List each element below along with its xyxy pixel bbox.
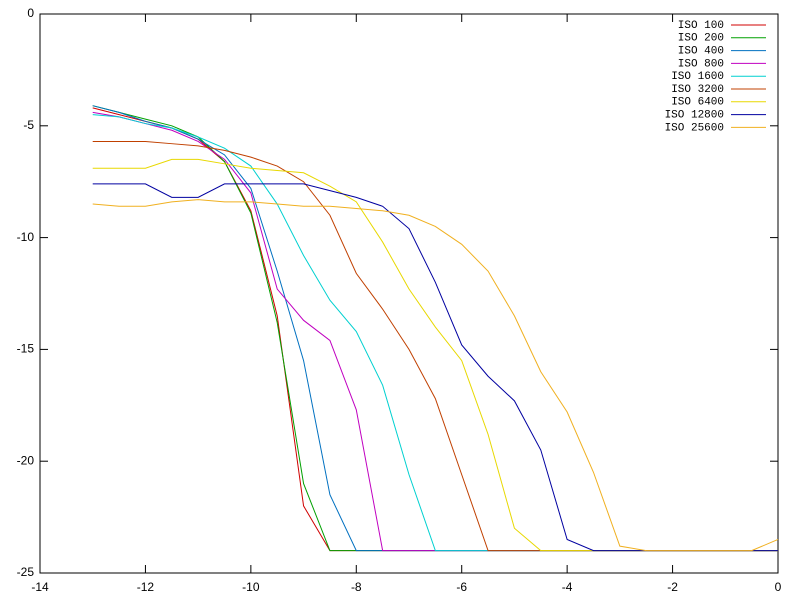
y-tick-label: 0 bbox=[27, 6, 34, 20]
legend-label: ISO 200 bbox=[678, 33, 724, 45]
series-line bbox=[92, 183, 778, 552]
series-line bbox=[92, 199, 779, 552]
x-tick-label: 0 bbox=[775, 580, 782, 594]
legend-label: ISO 800 bbox=[678, 58, 724, 70]
series-line bbox=[92, 158, 778, 552]
legend-label: ISO 400 bbox=[678, 46, 724, 58]
x-tick-label: -14 bbox=[31, 580, 49, 594]
series-line bbox=[92, 105, 778, 552]
series-line bbox=[92, 140, 778, 552]
y-tick-label: -20 bbox=[17, 453, 35, 467]
series-line bbox=[92, 114, 778, 552]
x-tick-label: -10 bbox=[242, 580, 260, 594]
x-tick-label: -4 bbox=[562, 580, 573, 594]
legend-label: ISO 100 bbox=[678, 20, 724, 32]
legend-label: ISO 6400 bbox=[671, 97, 724, 109]
plot-frame bbox=[39, 13, 779, 574]
y-tick-label: -10 bbox=[17, 230, 35, 244]
y-tick-label: -5 bbox=[23, 118, 34, 132]
legend-label: ISO 25600 bbox=[665, 122, 724, 134]
legend-label: ISO 1600 bbox=[671, 71, 724, 83]
x-tick-label: -8 bbox=[351, 580, 362, 594]
series-line bbox=[92, 111, 778, 552]
series-line bbox=[92, 107, 778, 552]
x-tick-label: -2 bbox=[667, 580, 678, 594]
legend-label: ISO 12800 bbox=[665, 110, 724, 122]
y-tick-label: -15 bbox=[17, 342, 35, 356]
y-tick-label: -25 bbox=[17, 565, 35, 579]
legend-label: ISO 3200 bbox=[671, 84, 724, 96]
x-tick-label: -6 bbox=[456, 580, 467, 594]
series-line bbox=[92, 105, 778, 552]
x-tick-label: -12 bbox=[137, 580, 155, 594]
